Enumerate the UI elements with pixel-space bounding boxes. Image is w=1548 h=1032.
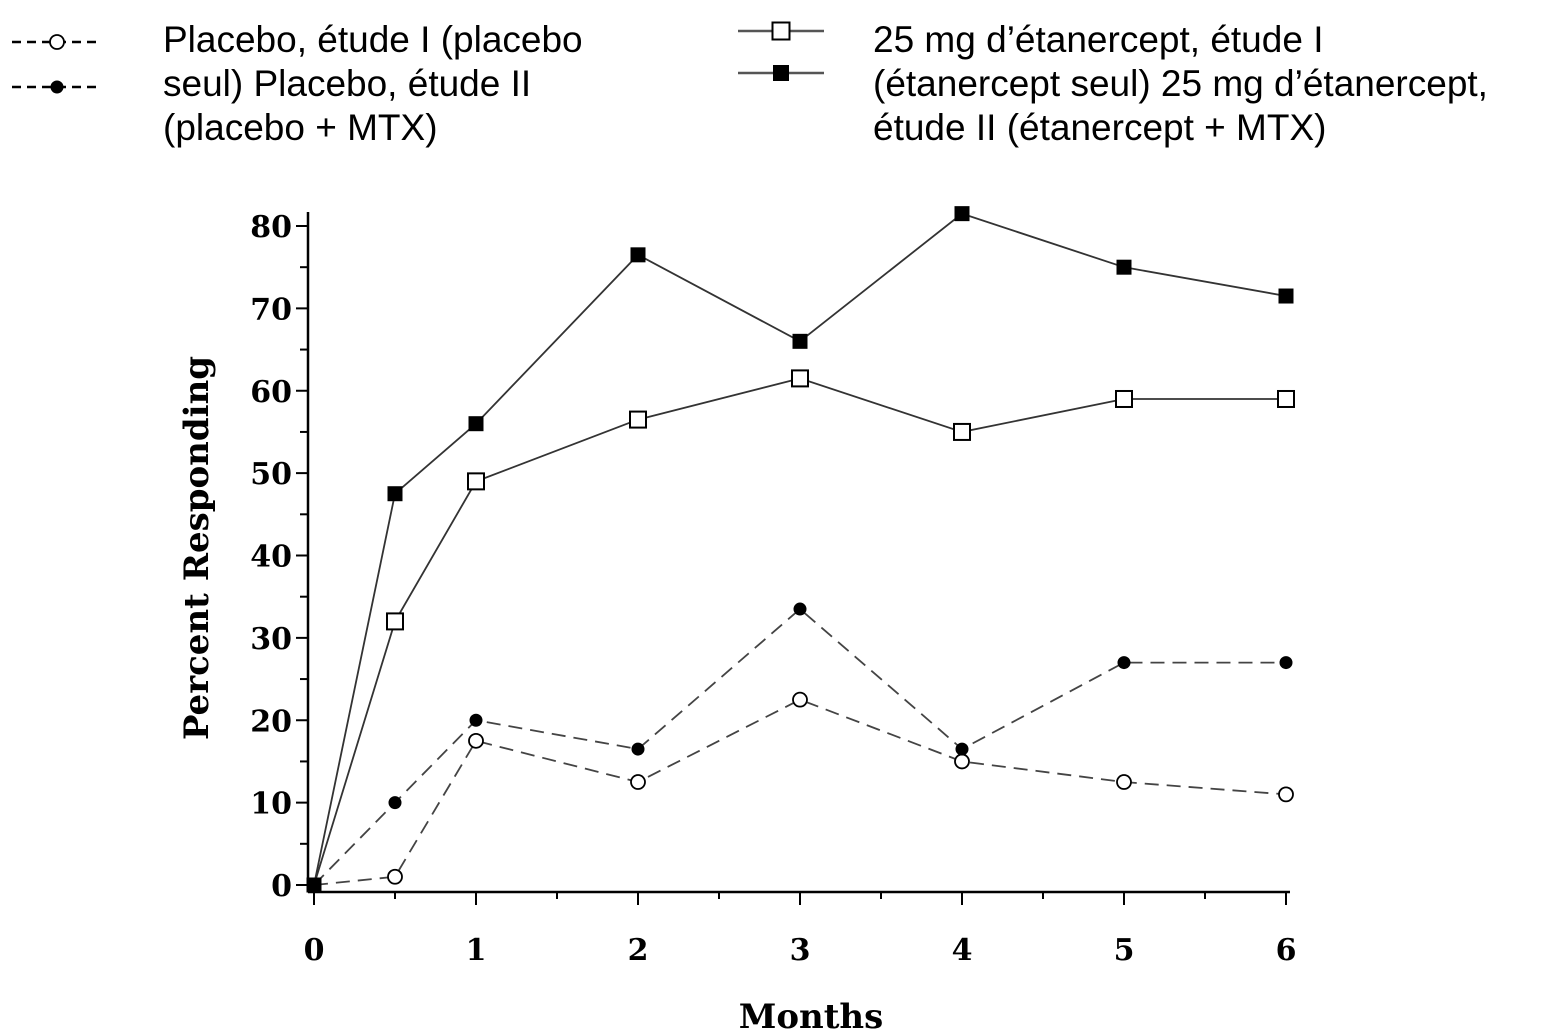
series-etanercept_study2 xyxy=(313,206,1294,886)
data-point-filled-square xyxy=(773,65,789,81)
data-point-open-square xyxy=(771,21,791,41)
legend-swatch-placebo-study2 xyxy=(12,80,102,94)
data-point-filled-circle xyxy=(469,713,483,727)
series-line xyxy=(313,212,1287,886)
data-point-open-circle xyxy=(792,691,808,708)
y-tick-label: 0 xyxy=(271,869,292,904)
data-point-filled-circle xyxy=(1279,656,1293,670)
data-point-filled-square xyxy=(1116,259,1132,275)
legend-left-line-2: seul) Placebo, étude II xyxy=(163,63,532,104)
y-tick-label: 50 xyxy=(250,457,292,492)
data-point-filled-square xyxy=(630,247,646,263)
x-tick-label: 0 xyxy=(304,933,325,968)
y-tick-label: 40 xyxy=(250,540,292,575)
legend-right-line-1: 25 mg d’étanercept, étude I xyxy=(873,19,1324,60)
y-tick-label: 30 xyxy=(250,622,292,657)
data-point-open-circle xyxy=(954,753,970,770)
legend-left-text: Placebo, étude I (placebo seul) Placebo,… xyxy=(163,18,583,150)
data-point-open-square xyxy=(386,612,404,631)
data-point-open-square xyxy=(1277,389,1295,408)
series-etanercept_study1 xyxy=(313,369,1295,886)
y-tick-label: 70 xyxy=(250,292,292,327)
y-tick-label: 60 xyxy=(250,375,292,410)
data-point-open-square xyxy=(1115,389,1133,408)
series-placebo_study2 xyxy=(313,602,1293,886)
legend-swatch-etanercept-study2 xyxy=(738,65,824,81)
data-point-filled-square xyxy=(792,333,808,349)
data-point-open-circle xyxy=(1116,774,1132,790)
x-tick-label: 2 xyxy=(628,933,649,968)
data-point-filled-circle xyxy=(793,602,807,616)
x-tick-label: 1 xyxy=(466,933,487,968)
legend-swatches xyxy=(12,21,824,94)
legend-swatch-placebo-study1 xyxy=(12,34,102,50)
x-tick-label: 3 xyxy=(790,933,811,968)
chart-axes xyxy=(306,212,1290,894)
legend-right-line-2: (étanercept seul) 25 mg d’étanercept, xyxy=(873,63,1488,104)
data-point-open-circle xyxy=(468,732,484,749)
legend-right-text: 25 mg d’étanercept, étude I (étanercept … xyxy=(873,18,1488,150)
data-point-filled-square xyxy=(306,877,322,893)
data-point-filled-square xyxy=(954,206,970,222)
series-line xyxy=(313,377,1286,886)
data-point-filled-circle xyxy=(631,742,645,756)
data-point-open-circle xyxy=(630,774,646,790)
legend-left-line-1: Placebo, étude I (placebo xyxy=(163,19,583,60)
series-line xyxy=(313,607,1286,886)
data-point-filled-square xyxy=(1278,288,1294,304)
chart-ticks xyxy=(296,225,1287,905)
x-tick-label: 4 xyxy=(952,933,973,968)
data-point-filled-circle xyxy=(955,742,969,756)
legend-swatch-etanercept-study1 xyxy=(738,21,824,41)
x-axis-title: Months xyxy=(739,997,884,1032)
data-point-open-square xyxy=(953,422,971,441)
data-point-open-circle xyxy=(387,868,403,885)
data-point-open-square xyxy=(791,369,809,388)
y-tick-label: 20 xyxy=(250,704,292,739)
data-point-filled-circle xyxy=(1117,656,1131,670)
legend-right-line-3: étude II (étanercept + MTX) xyxy=(873,107,1327,148)
x-tick-label: 5 xyxy=(1114,933,1135,968)
data-point-filled-circle xyxy=(50,80,64,94)
y-tick-label: 10 xyxy=(250,787,292,822)
data-point-open-circle xyxy=(1278,786,1294,803)
data-point-open-square xyxy=(629,410,647,429)
legend-left-line-3: (placebo + MTX) xyxy=(163,107,438,148)
data-point-filled-circle xyxy=(388,796,402,810)
x-tick-label: 6 xyxy=(1276,933,1297,968)
data-point-open-circle xyxy=(49,34,65,50)
data-point-filled-square xyxy=(387,486,403,502)
data-point-open-square xyxy=(467,472,485,491)
y-axis-title: Percent Responding xyxy=(177,356,217,740)
series-placebo_study1 xyxy=(313,691,1294,886)
chart-series xyxy=(306,206,1295,893)
y-tick-label: 80 xyxy=(250,210,292,245)
series-line xyxy=(313,698,1287,886)
data-point-filled-square xyxy=(468,416,484,432)
